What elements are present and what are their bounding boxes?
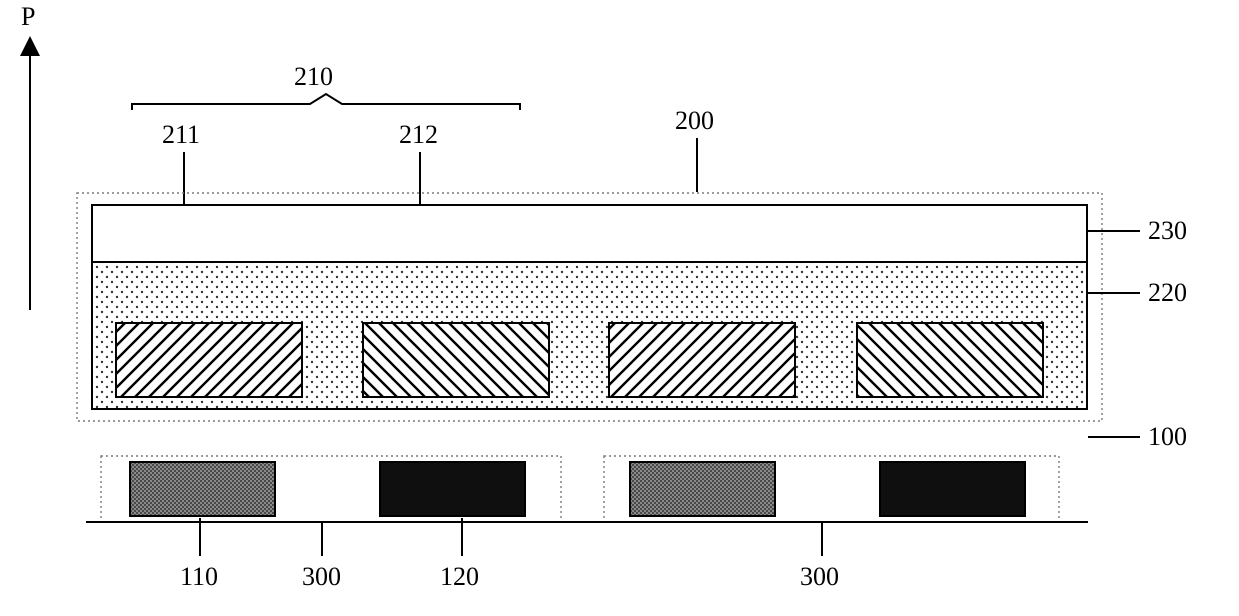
diagram-stage: P 210 211 212 200 230 220 100 110 300 12… xyxy=(0,0,1239,616)
block-212-2 xyxy=(857,323,1043,397)
block-120-1 xyxy=(380,462,525,516)
diagram-svg xyxy=(0,0,1239,616)
block-211-2 xyxy=(609,323,795,397)
block-212-1 xyxy=(363,323,549,397)
block-110-2 xyxy=(630,462,775,516)
block-211-1 xyxy=(116,323,302,397)
block-120-2 xyxy=(880,462,1025,516)
block-110-1 xyxy=(130,462,275,516)
brace-210 xyxy=(132,94,520,110)
